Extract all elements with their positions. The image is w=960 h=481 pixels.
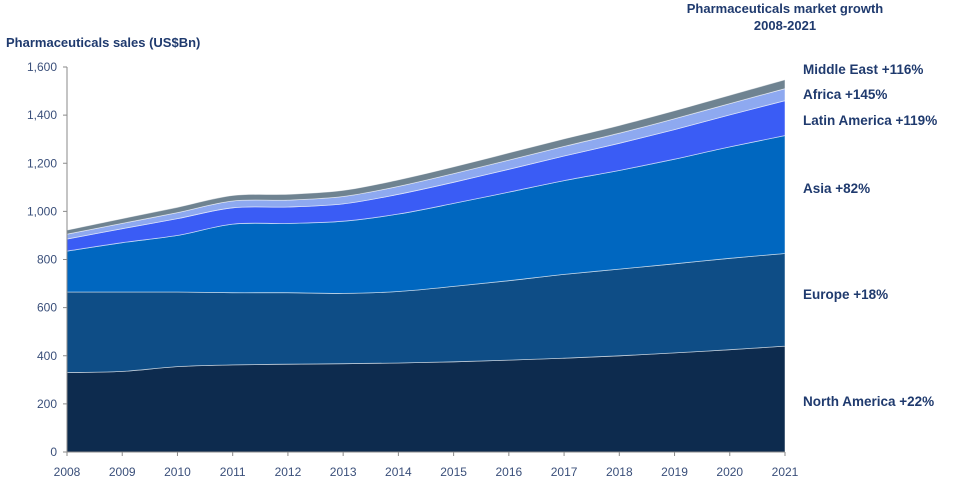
y-tick-label: 200 <box>37 397 57 411</box>
series-label-asia: Asia +82% <box>803 181 870 196</box>
series-labels: North America +22% Europe +18% Asia +82% La… <box>803 62 937 409</box>
x-tick-label: 2015 <box>440 465 467 479</box>
x-tick-label: 2017 <box>551 465 578 479</box>
y-tick-label: 1,000 <box>27 204 57 218</box>
x-tick-label: 2018 <box>606 465 633 479</box>
series-label-latin-america: Latin America +119% <box>803 113 937 128</box>
x-tick-label: 2009 <box>109 465 136 479</box>
x-tick-labels: 2008 2009 2010 2011 2012 2013 2014 2015 2016 2017… <box>54 452 799 479</box>
x-tick-label: 2010 <box>164 465 191 479</box>
chart-title: Pharmaceuticals market growth 2008-2021 <box>655 0 915 34</box>
x-tick-label: 2020 <box>716 465 743 479</box>
x-tick-label: 2013 <box>330 465 357 479</box>
series-label-europe: Europe +18% <box>803 287 888 302</box>
y-tick-label: 1,600 <box>27 60 57 74</box>
y-tick-label: 600 <box>37 301 57 315</box>
y-axis-label: Pharmaceuticals sales (US$Bn) <box>6 35 201 50</box>
series-label-middle-east: Middle East +116% <box>803 62 923 77</box>
x-tick-label: 2008 <box>54 465 81 479</box>
y-tick-labels: 0 200 400 600 800 1,000 1,200 1,400 1,600 <box>27 60 67 459</box>
x-tick-label: 2014 <box>385 465 412 479</box>
x-tick-label: 2016 <box>495 465 522 479</box>
x-tick-label: 2011 <box>220 465 246 479</box>
y-tick-label: 800 <box>37 253 57 267</box>
chart-title-line-1: Pharmaceuticals market growth <box>686 1 884 16</box>
y-tick-label: 400 <box>37 349 57 363</box>
y-tick-label: 1,200 <box>27 156 57 170</box>
chart-title-line-2: 2008-2021 <box>753 18 817 33</box>
series-label-north-america: North America +22% <box>803 394 934 409</box>
x-tick-label: 2012 <box>275 465 302 479</box>
y-tick-label: 1,400 <box>27 108 57 122</box>
x-tick-label: 2019 <box>661 465 688 479</box>
series-label-africa: Africa +145% <box>803 87 887 102</box>
series-areas <box>66 79 786 453</box>
y-tick-label: 0 <box>50 445 57 459</box>
series-area-middle-east <box>66 79 786 235</box>
x-tick-label: 2021 <box>772 465 799 479</box>
